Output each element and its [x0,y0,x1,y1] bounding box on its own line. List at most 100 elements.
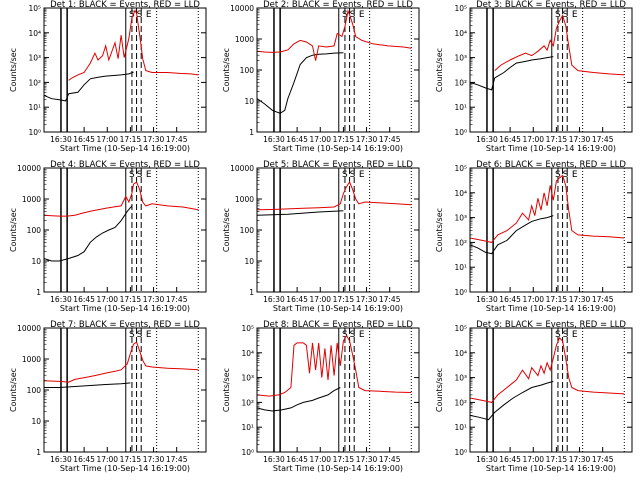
y-tick-label: 10⁰ [454,128,467,137]
event-marker-s: S [342,10,348,20]
y-tick-label: 100 [240,66,255,75]
event-marker-s: S [350,170,356,180]
x-tick-label: 16:30 [476,295,498,304]
panel-title: Det 2: BLACK = Events, RED = LLD [263,0,413,10]
x-tick-label: 16:30 [50,455,72,464]
x-tick-label: 17:00 [309,455,331,464]
y-tick-label: 10³ [454,374,467,383]
x-tick-label: 17:30 [356,295,378,304]
y-tick-label: 1000 [235,35,254,44]
event-marker-s: S [350,330,356,340]
panel-title: Det 8: BLACK = Events, RED = LLD [263,320,413,330]
y-tick-label: 10⁵ [454,164,467,173]
y-tick-label: 1 [249,128,254,137]
y-tick-label: 10³ [28,54,41,63]
x-axis-label: Start Time (10-Sep-14 16:19:00) [60,464,190,473]
x-tick-label: 17:15 [120,295,142,304]
x-tick-label: 17:45 [379,135,401,144]
y-tick-label: 10⁴ [28,29,41,38]
event-marker-s: S [137,330,143,340]
x-tick-label: 17:00 [96,135,118,144]
x-tick-label: 16:45 [499,135,521,144]
y-tick-label: 1 [36,448,41,457]
y-tick-label: 10³ [241,374,254,383]
series-events-line [256,210,344,216]
event-marker-s: S [342,330,348,340]
y-axis-label: Counts/sec [222,208,231,252]
y-tick-label: 10⁵ [454,324,467,333]
y-tick-label: 1 [36,288,41,297]
x-tick-label: 16:30 [263,455,285,464]
x-tick-label: 16:30 [50,135,72,144]
y-tick-label: 100 [240,226,255,235]
x-tick-label: 17:00 [96,455,118,464]
series-events-line [256,52,344,114]
y-tick-label: 10 [31,417,41,426]
x-tick-label: 16:30 [476,455,498,464]
x-tick-label: 17:00 [522,295,544,304]
y-tick-label: 10⁰ [28,128,41,137]
x-axis-label: Start Time (10-Sep-14 16:19:00) [486,304,616,313]
plot-frame [469,167,633,293]
y-tick-label: 1000 [235,195,254,204]
y-tick-label: 10⁴ [454,349,467,358]
event-marker-s: S [555,170,561,180]
y-tick-label: 10⁴ [454,189,467,198]
panel-title: Det 1: BLACK = Events, RED = LLD [50,0,200,10]
event-marker-e: E [572,170,578,180]
x-tick-label: 17:00 [96,295,118,304]
event-lines [486,168,625,292]
series-events-line [256,387,341,412]
series-lld-line [469,337,625,403]
x-axis-label: Start Time (10-Sep-14 16:19:00) [60,144,190,153]
x-tick-label: 17:45 [166,135,188,144]
event-marker-s: S [129,170,135,180]
x-tick-label: 17:30 [569,295,591,304]
x-tick-label: 16:30 [263,135,285,144]
y-tick-label: 1000 [22,195,41,204]
series-events-line [43,71,134,102]
event-marker-e: E [146,170,152,180]
series-lld-line [256,334,412,397]
x-tick-label: 17:30 [143,295,165,304]
y-tick-label: 10000 [17,164,41,173]
event-marker-s: S [342,170,348,180]
event-marker-s: S [350,10,356,20]
x-tick-label: 16:30 [263,295,285,304]
y-tick-label: 100 [27,226,42,235]
series-lld-line [68,9,199,81]
plot-frame [469,7,633,133]
series-lld-line [43,181,199,217]
y-tick-label: 10² [241,398,254,407]
x-tick-label: 16:30 [50,295,72,304]
plot-frame [43,7,207,133]
y-tick-label: 10 [244,97,254,106]
x-tick-label: 17:45 [379,455,401,464]
y-tick-label: 10¹ [28,103,41,112]
series-lld-line [256,9,412,61]
y-tick-label: 1 [249,288,254,297]
y-tick-label: 10000 [17,324,41,333]
x-axis-label: Start Time (10-Sep-14 16:19:00) [273,144,403,153]
y-tick-label: 10000 [230,164,254,173]
panel-title: Det 9: BLACK = Events, RED = LLD [476,320,626,330]
y-tick-label: 10² [454,78,467,87]
x-axis-label: Start Time (10-Sep-14 16:19:00) [486,144,616,153]
x-axis-label: Start Time (10-Sep-14 16:19:00) [60,304,190,313]
x-tick-label: 17:15 [333,135,355,144]
y-tick-label: 10⁵ [454,4,467,13]
series-lld-line [494,14,625,76]
y-tick-label: 10⁴ [454,29,467,38]
event-marker-s: S [137,10,143,20]
event-lines [60,328,199,452]
y-tick-label: 10³ [454,214,467,223]
x-tick-label: 17:45 [592,455,614,464]
series-events-line [469,380,554,421]
x-tick-label: 17:30 [356,455,378,464]
